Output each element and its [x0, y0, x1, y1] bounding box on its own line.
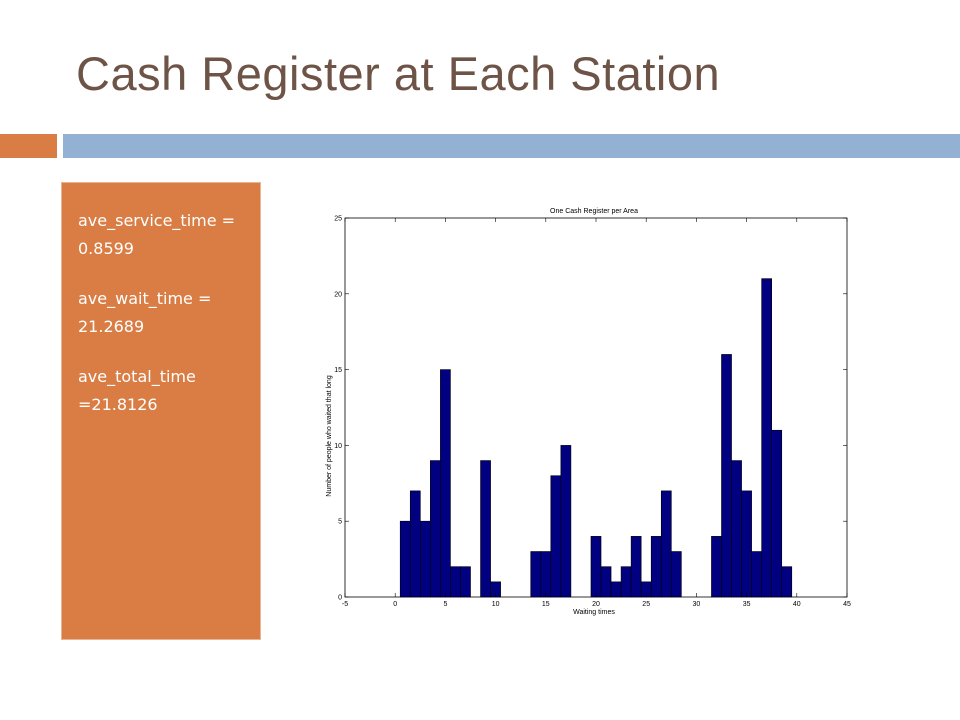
y-tick-label: 5 [338, 519, 342, 526]
histogram-bar [450, 566, 461, 598]
x-tick-label: 10 [492, 601, 500, 608]
x-tick-label: 25 [642, 601, 650, 608]
histogram-bar [460, 566, 471, 598]
histogram-bar [781, 566, 793, 598]
histogram-bar [480, 460, 491, 598]
histogram-bar [420, 520, 431, 598]
ave-service-time-stat: ave_service_time = 0.8599 [78, 211, 236, 258]
histogram-bar [430, 460, 441, 598]
y-tick-label: 25 [334, 216, 342, 223]
y-axis-label: Number of people who waited that long [326, 375, 333, 497]
histogram-bar [721, 354, 732, 598]
x-tick-label: 5 [443, 601, 447, 608]
histogram-bar [650, 536, 662, 598]
x-tick-label: 40 [793, 601, 801, 608]
histogram-bar [711, 536, 722, 598]
x-tick-label: 15 [542, 601, 550, 608]
histogram-bar [731, 460, 742, 598]
stats-text: ave_service_time = 0.8599 ave_wait_time … [78, 207, 258, 441]
accent-bar-blue [63, 134, 960, 158]
accent-bar-orange [0, 134, 57, 158]
y-tick-label: 20 [334, 291, 342, 298]
histogram-bar [741, 490, 752, 598]
histogram-bar [409, 490, 421, 598]
histogram-bar [560, 445, 572, 598]
histogram-bar [540, 551, 552, 598]
histogram-bar [771, 429, 783, 598]
x-tick-label: -5 [342, 601, 348, 608]
ave-wait-time-stat: ave_wait_time = 21.2689 [78, 289, 212, 336]
histogram-bar [550, 475, 562, 598]
histogram-bar [610, 581, 622, 598]
histogram-bar [399, 520, 411, 598]
x-tick-label: 35 [743, 601, 751, 608]
histogram-chart: One Cash Register per Area Waiting times… [315, 196, 875, 626]
histogram-bar [620, 566, 632, 598]
histogram-bar [670, 551, 682, 598]
x-tick-label: 20 [592, 601, 600, 608]
histogram-bar [590, 536, 602, 598]
ave-total-time-stat: ave_total_time =21.8126 [78, 367, 196, 414]
histogram-bar [600, 566, 612, 598]
chart-title: One Cash Register per Area [550, 208, 638, 215]
histogram-bar [761, 278, 773, 598]
histogram-bar [440, 369, 451, 598]
histogram-bar [530, 551, 542, 598]
stats-panel: ave_service_time = 0.8599 ave_wait_time … [61, 182, 261, 640]
slide-title: Cash Register at Each Station [76, 47, 721, 100]
histogram-bar [751, 551, 762, 598]
y-tick-label: 15 [334, 367, 342, 374]
y-tick-label: 0 [338, 595, 342, 602]
x-tick-label: 0 [393, 601, 397, 608]
x-tick-label: 30 [693, 601, 701, 608]
chart-svg: One Cash Register per Area Waiting times… [326, 208, 851, 616]
histogram-bar [660, 490, 672, 598]
histogram-bar [630, 536, 642, 598]
x-axis-label: Waiting times [573, 609, 615, 616]
x-tick-label: 45 [843, 601, 851, 608]
y-tick-label: 10 [334, 443, 342, 450]
